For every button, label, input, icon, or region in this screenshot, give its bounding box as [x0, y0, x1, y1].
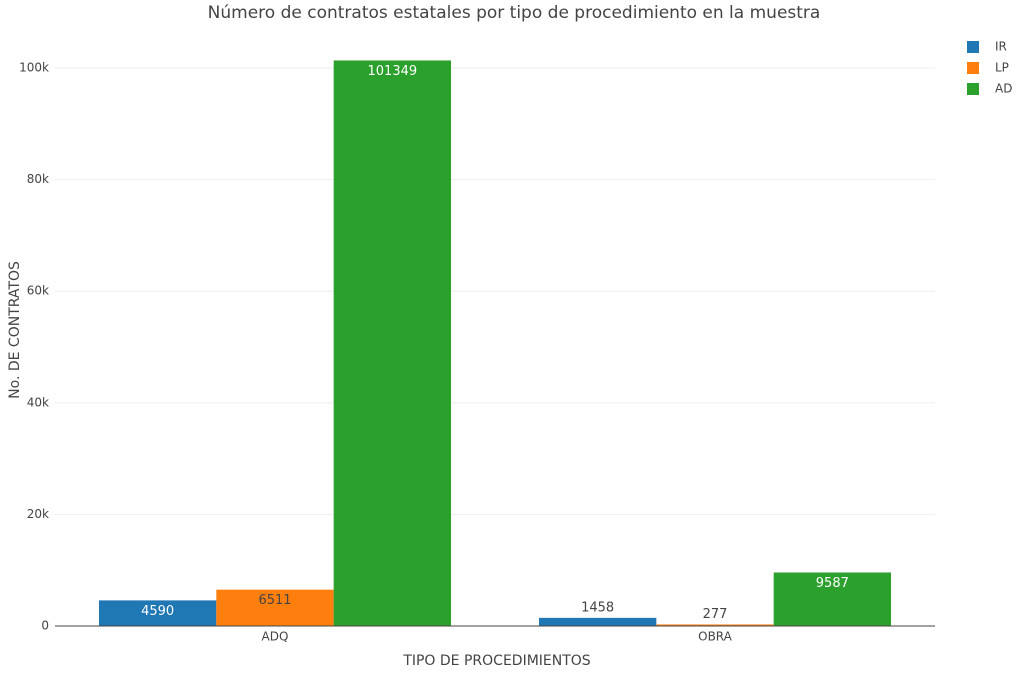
- x-tick-label: OBRA: [698, 630, 733, 644]
- bar: [216, 589, 334, 626]
- legend-label: LP: [995, 61, 1009, 75]
- y-axis-title: No. DE CONTRATOS: [7, 261, 23, 399]
- legend-label: IR: [995, 40, 1007, 54]
- y-tick-label: 0: [41, 619, 49, 633]
- y-tick-label: 100k: [19, 60, 49, 74]
- bar-value-label: 277: [703, 607, 728, 622]
- legend-swatch: [967, 41, 979, 53]
- legend-swatch: [967, 83, 979, 95]
- bar-value-label: 101349: [368, 64, 418, 79]
- y-tick-label: 40k: [27, 395, 49, 409]
- chart-title: Número de contratos estatales por tipo d…: [208, 3, 821, 23]
- bar: [99, 600, 217, 626]
- bar-value-label: 4590: [141, 604, 174, 619]
- legend-label: AD: [995, 82, 1012, 96]
- bar-value-label: 9587: [816, 576, 849, 591]
- bar-value-label: 1458: [581, 600, 614, 615]
- bar: [333, 60, 451, 627]
- x-tick-label: ADQ: [262, 630, 289, 644]
- bar: [656, 624, 774, 626]
- bar: [539, 617, 657, 626]
- y-tick-label: 20k: [27, 507, 49, 521]
- y-tick-label: 60k: [27, 284, 49, 298]
- x-axis-title: TIPO DE PROCEDIMIENTOS: [402, 653, 590, 669]
- bar: [773, 572, 891, 626]
- y-tick-label: 80k: [27, 172, 49, 186]
- legend-swatch: [967, 62, 979, 74]
- bar-value-label: 6511: [258, 593, 291, 608]
